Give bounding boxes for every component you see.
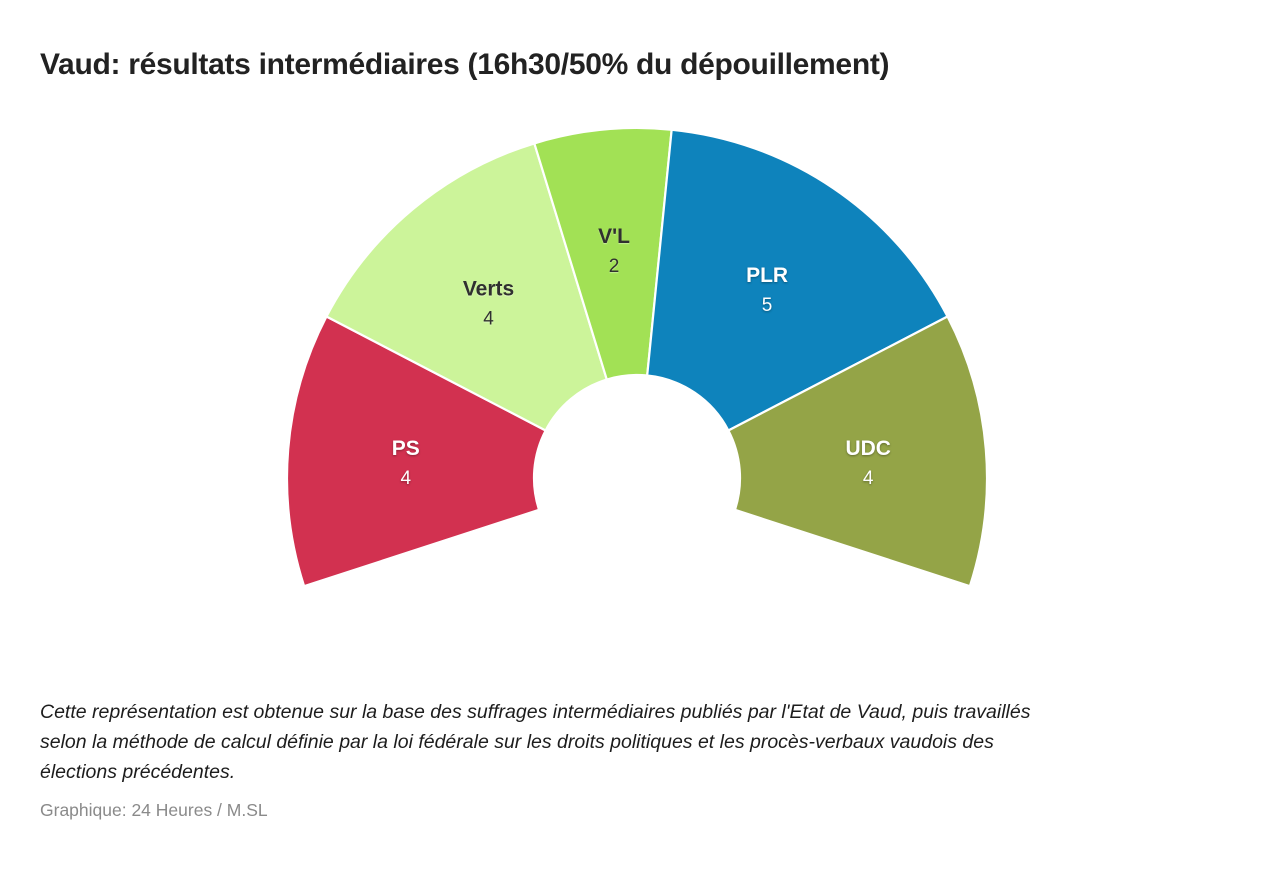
segment-label-value: 4 <box>401 468 412 489</box>
segment-label-name: V'L <box>598 225 630 248</box>
segment-udc <box>727 315 989 588</box>
half-donut-canvas: PS 4 Verts 4 V'L 2 PLR 5 UDC 4 <box>285 126 989 588</box>
note-line-1: Cette représentation est obtenue sur la … <box>40 701 1031 723</box>
methodology-note: Cette représentation est obtenue sur la … <box>40 697 1030 787</box>
seat-distribution-chart: PS 4 Verts 4 V'L 2 PLR 5 UDC 4 <box>285 126 989 588</box>
segment-label-name: UDC <box>845 437 891 460</box>
note-line-3: élections précédentes. <box>40 761 236 783</box>
segment-label-value: 4 <box>863 468 874 489</box>
segment-label-name: Verts <box>463 278 514 301</box>
chart-attribution: Graphique: 24 Heures / M.SL <box>40 800 268 820</box>
segment-label-name: PLR <box>746 264 788 287</box>
note-line-2: selon la méthode de calcul définie par l… <box>40 731 994 753</box>
chart-title: Vaud: résultats intermédiaires (16h30/50… <box>40 48 890 81</box>
segment-label-value: 5 <box>762 295 773 316</box>
segment-label-name: PS <box>392 437 420 460</box>
segment-verts <box>325 142 608 432</box>
segment-label-value: 2 <box>609 256 620 277</box>
segment-label-value: 4 <box>483 309 494 330</box>
segment-ps <box>285 315 547 588</box>
